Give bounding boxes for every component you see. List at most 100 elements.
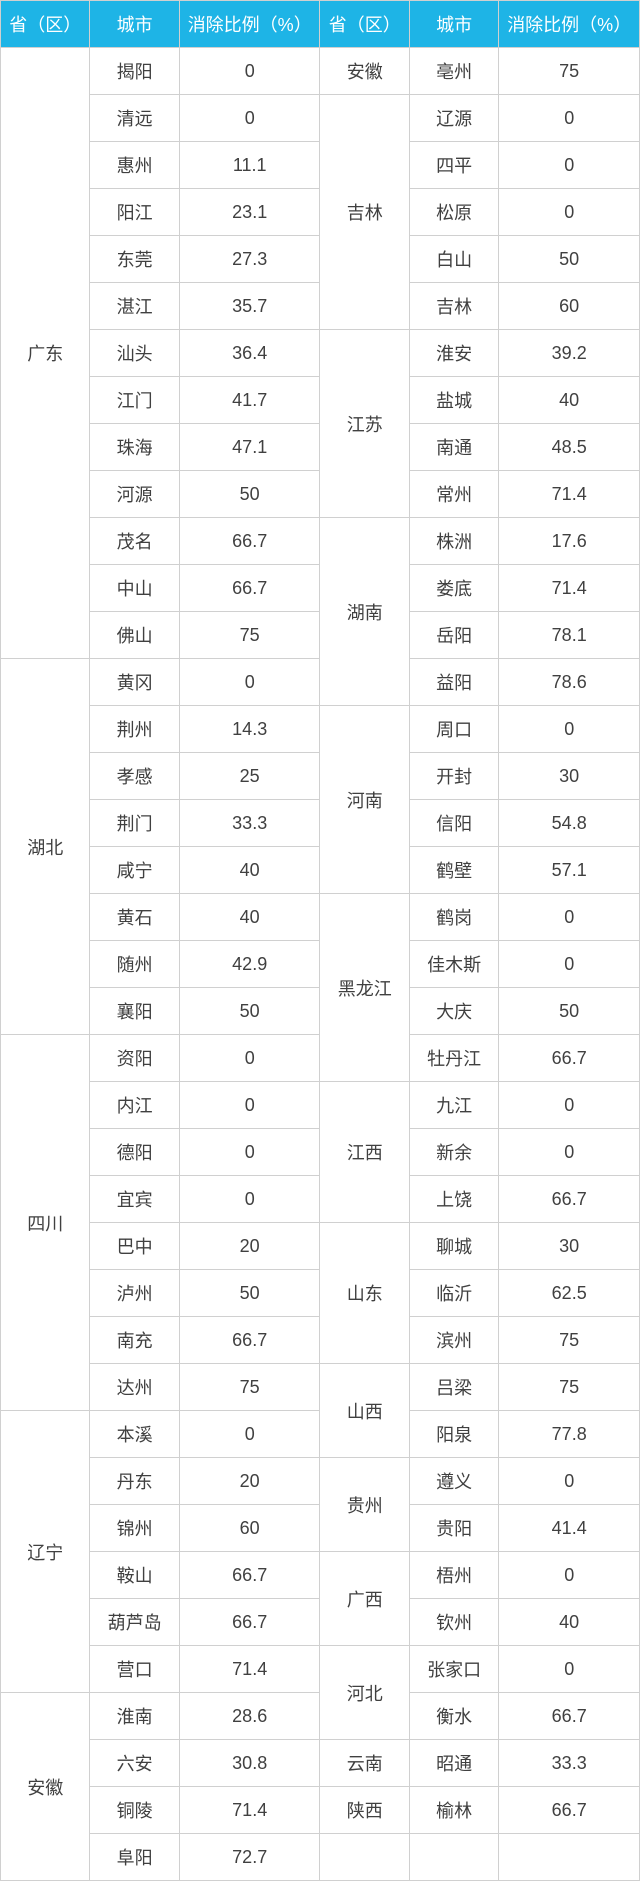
header-province-right: 省（区） xyxy=(320,1,409,48)
ratio-cell: 50 xyxy=(499,988,640,1035)
province-cell: 山西 xyxy=(320,1364,409,1458)
province-cell: 广西 xyxy=(320,1552,409,1646)
header-city-left: 城市 xyxy=(90,1,179,48)
city-cell: 益阳 xyxy=(409,659,498,706)
city-cell: 松原 xyxy=(409,189,498,236)
ratio-cell: 0 xyxy=(499,894,640,941)
city-cell: 淮安 xyxy=(409,330,498,377)
ratio-cell: 50 xyxy=(179,1270,320,1317)
ratio-cell: 0 xyxy=(499,1082,640,1129)
city-cell: 滨州 xyxy=(409,1317,498,1364)
province-cell: 安徽 xyxy=(320,48,409,95)
city-cell: 淮南 xyxy=(90,1693,179,1740)
table-row: 内江0江西九江0 xyxy=(1,1082,640,1129)
ratio-cell: 0 xyxy=(499,1458,640,1505)
province-cell: 河南 xyxy=(320,706,409,894)
ratio-cell: 28.6 xyxy=(179,1693,320,1740)
city-cell: 茂名 xyxy=(90,518,179,565)
city-cell: 南通 xyxy=(409,424,498,471)
ratio-cell: 66.7 xyxy=(179,565,320,612)
city-cell: 牡丹江 xyxy=(409,1035,498,1082)
province-cell: 安徽 xyxy=(1,1693,90,1881)
ratio-cell: 25 xyxy=(179,753,320,800)
table-row: 鞍山66.7广西梧州0 xyxy=(1,1552,640,1599)
city-cell: 德阳 xyxy=(90,1129,179,1176)
city-cell: 中山 xyxy=(90,565,179,612)
city-cell: 遵义 xyxy=(409,1458,498,1505)
ratio-cell: 78.1 xyxy=(499,612,640,659)
city-cell: 榆林 xyxy=(409,1787,498,1834)
ratio-cell: 48.5 xyxy=(499,424,640,471)
ratio-cell: 60 xyxy=(179,1505,320,1552)
ratio-cell: 66.7 xyxy=(499,1693,640,1740)
ratio-cell: 30 xyxy=(499,1223,640,1270)
ratio-cell: 11.1 xyxy=(179,142,320,189)
city-cell: 临沂 xyxy=(409,1270,498,1317)
ratio-cell: 17.6 xyxy=(499,518,640,565)
province-cell xyxy=(320,1834,409,1881)
ratio-cell: 0 xyxy=(179,1176,320,1223)
city-cell: 梧州 xyxy=(409,1552,498,1599)
city-cell: 资阳 xyxy=(90,1035,179,1082)
header-city-right: 城市 xyxy=(409,1,498,48)
ratio-cell: 40 xyxy=(179,894,320,941)
city-cell: 佳木斯 xyxy=(409,941,498,988)
table-row: 广东揭阳0安徽亳州75 xyxy=(1,48,640,95)
city-cell: 昭通 xyxy=(409,1740,498,1787)
city-cell: 湛江 xyxy=(90,283,179,330)
ratio-cell: 41.7 xyxy=(179,377,320,424)
city-cell: 吕梁 xyxy=(409,1364,498,1411)
city-cell: 盐城 xyxy=(409,377,498,424)
city-cell: 钦州 xyxy=(409,1599,498,1646)
ratio-cell: 71.4 xyxy=(499,471,640,518)
table-row: 六安30.8云南昭通33.3 xyxy=(1,1740,640,1787)
ratio-cell: 30.8 xyxy=(179,1740,320,1787)
table-row: 茂名66.7湖南株洲17.6 xyxy=(1,518,640,565)
ratio-cell: 40 xyxy=(499,377,640,424)
ratio-cell: 78.6 xyxy=(499,659,640,706)
ratio-cell: 50 xyxy=(499,236,640,283)
ratio-cell: 75 xyxy=(499,1317,640,1364)
city-cell: 锦州 xyxy=(90,1505,179,1552)
city-cell: 葫芦岛 xyxy=(90,1599,179,1646)
city-cell: 丹东 xyxy=(90,1458,179,1505)
city-cell: 清远 xyxy=(90,95,179,142)
city-cell: 阜阳 xyxy=(90,1834,179,1881)
province-cell: 四川 xyxy=(1,1035,90,1411)
ratio-cell: 0 xyxy=(499,1552,640,1599)
table-row: 清远0吉林辽源0 xyxy=(1,95,640,142)
city-cell: 周口 xyxy=(409,706,498,753)
city-cell: 襄阳 xyxy=(90,988,179,1035)
ratio-cell: 75 xyxy=(499,48,640,95)
ratio-cell: 71.4 xyxy=(179,1787,320,1834)
city-cell: 本溪 xyxy=(90,1411,179,1458)
city-cell: 常州 xyxy=(409,471,498,518)
city-cell: 荆门 xyxy=(90,800,179,847)
ratio-cell: 66.7 xyxy=(179,1552,320,1599)
city-cell: 鹤岗 xyxy=(409,894,498,941)
province-cell: 吉林 xyxy=(320,95,409,330)
ratio-cell: 77.8 xyxy=(499,1411,640,1458)
city-cell: 四平 xyxy=(409,142,498,189)
header-ratio-right: 消除比例（%） xyxy=(499,1,640,48)
city-cell: 荆州 xyxy=(90,706,179,753)
city-cell: 佛山 xyxy=(90,612,179,659)
province-cell: 陕西 xyxy=(320,1787,409,1834)
ratio-cell: 41.4 xyxy=(499,1505,640,1552)
table-row: 黄石40黑龙江鹤岗0 xyxy=(1,894,640,941)
ratio-cell: 54.8 xyxy=(499,800,640,847)
city-cell: 揭阳 xyxy=(90,48,179,95)
ratio-cell: 75 xyxy=(179,1364,320,1411)
ratio-cell: 0 xyxy=(499,1129,640,1176)
province-cell: 河北 xyxy=(320,1646,409,1740)
city-cell: 新余 xyxy=(409,1129,498,1176)
ratio-cell: 0 xyxy=(499,189,640,236)
table-row: 巴中20山东聊城30 xyxy=(1,1223,640,1270)
ratio-cell: 75 xyxy=(179,612,320,659)
city-cell: 上饶 xyxy=(409,1176,498,1223)
table-row: 丹东20贵州遵义0 xyxy=(1,1458,640,1505)
city-cell: 阳江 xyxy=(90,189,179,236)
province-cell: 湖北 xyxy=(1,659,90,1035)
city-cell: 六安 xyxy=(90,1740,179,1787)
city-cell: 白山 xyxy=(409,236,498,283)
